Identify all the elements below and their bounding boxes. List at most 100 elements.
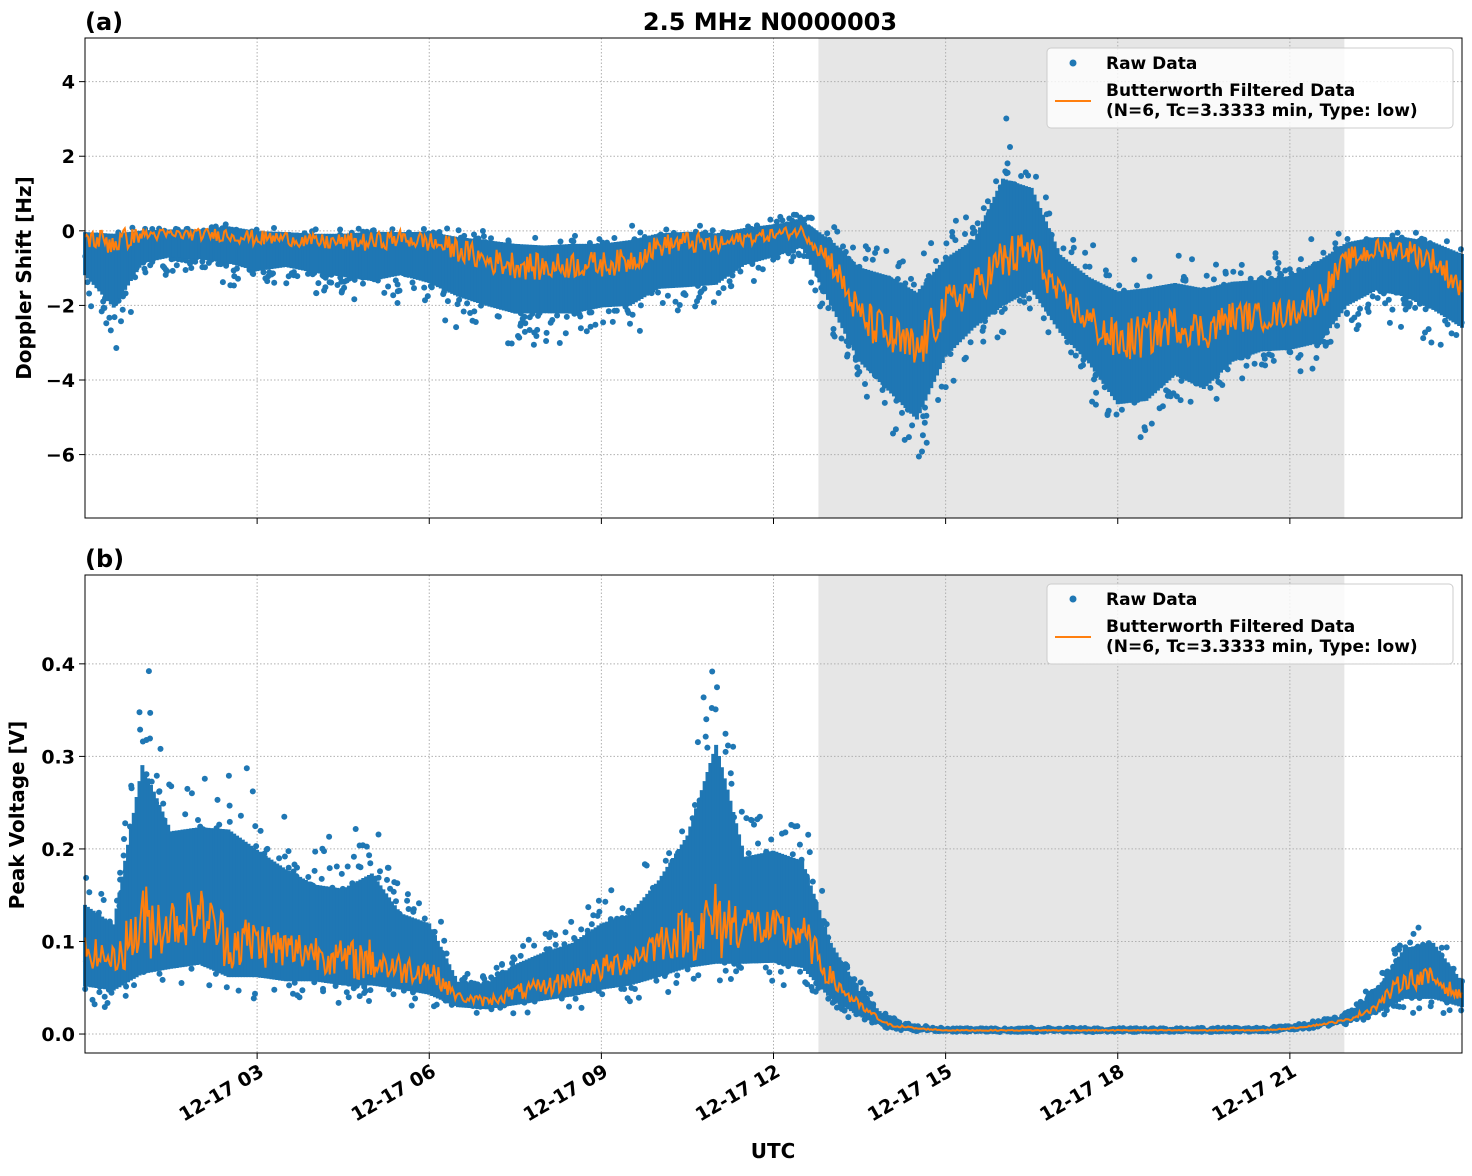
- raw-data-point: [1214, 396, 1220, 402]
- raw-data-point: [558, 239, 564, 245]
- raw-data-point: [863, 256, 869, 262]
- raw-data-point: [1026, 296, 1032, 302]
- raw-data-point: [1323, 343, 1329, 349]
- raw-data-point: [864, 394, 870, 400]
- raw-data-point: [286, 848, 292, 854]
- raw-data-point: [578, 325, 584, 331]
- raw-data-point: [854, 364, 860, 370]
- raw-data-point: [170, 268, 176, 274]
- raw-data-point: [337, 227, 343, 233]
- raw-data-point: [980, 339, 986, 345]
- raw-data-point: [118, 318, 124, 324]
- raw-data-point: [88, 303, 94, 309]
- raw-data-point: [626, 310, 632, 316]
- raw-data-point: [101, 305, 107, 311]
- raw-data-point: [1070, 237, 1076, 243]
- raw-data-point: [480, 228, 486, 234]
- raw-data-point: [234, 266, 240, 272]
- raw-data-point: [360, 281, 366, 287]
- raw-data-point: [995, 334, 1001, 340]
- raw-data-point: [1252, 361, 1258, 367]
- raw-data-point: [327, 279, 333, 285]
- raw-data-point: [890, 431, 896, 437]
- raw-data-point: [481, 233, 487, 239]
- raw-data-point: [319, 876, 325, 882]
- raw-data-point: [123, 993, 129, 999]
- raw-data-point: [728, 770, 734, 776]
- raw-data-point: [121, 836, 127, 842]
- raw-data-point: [1082, 250, 1088, 256]
- raw-data-point: [921, 250, 927, 256]
- raw-data-point: [723, 731, 729, 737]
- raw-data-point: [220, 279, 226, 285]
- raw-data-point: [1176, 253, 1182, 259]
- raw-data-point: [281, 814, 287, 820]
- raw-data-point: [1090, 242, 1096, 248]
- raw-data-point: [129, 785, 135, 791]
- raw-data-point: [1428, 340, 1434, 346]
- raw-data-point: [1262, 356, 1268, 362]
- raw-data-point: [1387, 320, 1393, 326]
- raw-data-point: [444, 226, 450, 232]
- raw-data-point: [962, 231, 968, 237]
- raw-data-point: [227, 282, 233, 288]
- raw-data-point: [128, 309, 134, 315]
- raw-data-point: [271, 280, 277, 286]
- raw-data-point: [86, 889, 92, 895]
- raw-data-point: [142, 266, 148, 272]
- raw-data-point: [1005, 160, 1011, 166]
- raw-data-point: [283, 280, 289, 286]
- raw-data-point: [751, 278, 757, 284]
- raw-data-point: [1298, 368, 1304, 374]
- raw-data-point: [779, 831, 785, 837]
- raw-data-point: [710, 227, 716, 233]
- raw-data-point: [1238, 270, 1244, 276]
- raw-data-point: [1182, 276, 1188, 282]
- raw-data-point: [321, 848, 327, 854]
- raw-data-point: [120, 307, 126, 313]
- raw-data-point: [250, 788, 256, 794]
- raw-data-point: [590, 912, 596, 918]
- raw-data-point: [880, 387, 886, 393]
- raw-data-point: [395, 300, 401, 306]
- raw-data-point: [794, 823, 800, 829]
- raw-data-point: [1116, 282, 1122, 288]
- raw-data-point: [216, 822, 222, 828]
- raw-data-point: [422, 297, 428, 303]
- raw-data-point: [391, 991, 397, 997]
- raw-data-point: [1043, 194, 1049, 200]
- raw-data-point: [271, 987, 277, 993]
- raw-data-point: [276, 855, 282, 861]
- raw-data-point: [596, 898, 602, 904]
- raw-data-point: [809, 215, 815, 221]
- raw-data-point: [1287, 266, 1293, 272]
- raw-data-point: [797, 842, 803, 848]
- raw-data-point: [1078, 364, 1084, 370]
- raw-data-point: [817, 303, 823, 309]
- raw-data-point: [510, 1010, 516, 1016]
- raw-data-point: [389, 226, 395, 232]
- raw-data-point: [1438, 342, 1444, 348]
- raw-data-point: [1093, 402, 1099, 408]
- raw-data-point: [1334, 323, 1340, 329]
- raw-data-point: [377, 868, 383, 874]
- raw-data-point: [825, 305, 831, 311]
- raw-data-point: [711, 299, 717, 305]
- raw-data-point: [563, 929, 569, 935]
- raw-data-point: [606, 308, 612, 314]
- raw-data-point: [1046, 211, 1052, 217]
- raw-data-point: [315, 280, 321, 286]
- raw-data-point: [1389, 307, 1395, 313]
- raw-data-point: [665, 989, 671, 995]
- raw-data-point: [922, 420, 928, 426]
- raw-data-point: [557, 340, 563, 346]
- raw-data-point: [666, 850, 672, 856]
- panel-label: (a): [85, 8, 123, 36]
- raw-data-point: [137, 709, 143, 715]
- raw-data-point: [438, 919, 444, 925]
- raw-data-point: [769, 978, 775, 984]
- raw-data-point: [578, 926, 584, 932]
- raw-data-point: [174, 262, 180, 268]
- raw-data-point: [553, 942, 559, 948]
- raw-data-point: [147, 262, 153, 268]
